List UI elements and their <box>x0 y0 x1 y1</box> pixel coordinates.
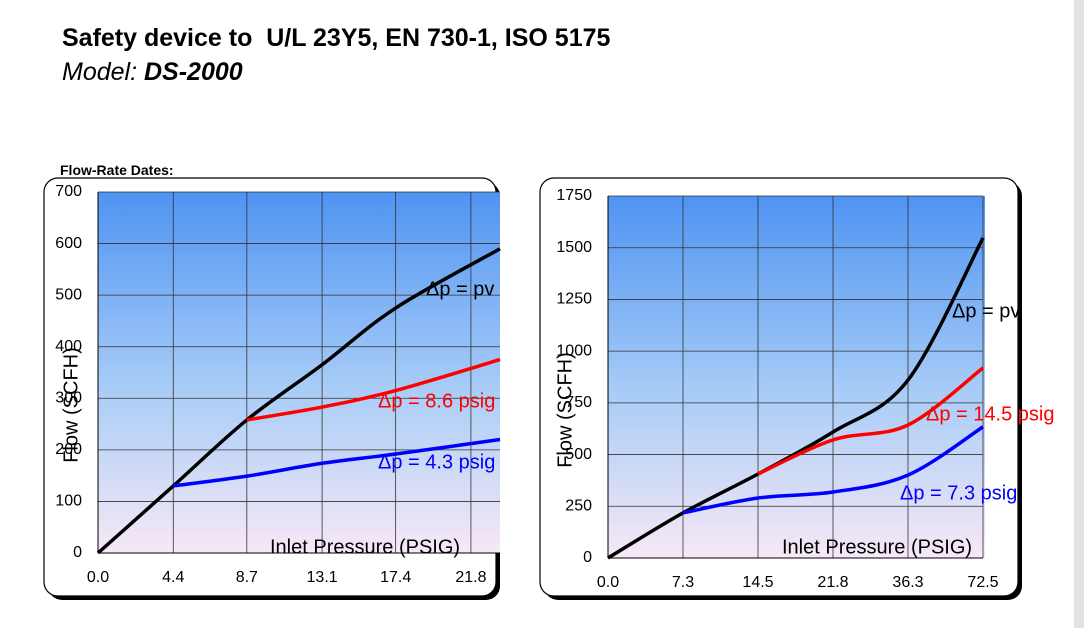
series-line <box>682 425 984 515</box>
x-tick-label: 14.5 <box>742 574 773 591</box>
y-axis-title: Flow (SCFH) <box>554 352 576 468</box>
subtitle-text: Model: <box>62 58 138 86</box>
x-tick-label: 4.4 <box>162 569 184 586</box>
series-label: Δp = pv <box>952 300 1020 322</box>
page-title: Safety device to U/L 23Y5, EN 730-1, ISO… <box>62 24 611 52</box>
x-axis-title: Inlet Pressure (PSIG) <box>782 536 972 558</box>
model-name: DS-2000 <box>144 58 243 86</box>
y-tick-label: 500 <box>565 446 592 463</box>
y-tick-label: 100 <box>55 493 82 510</box>
x-tick-label: 0.0 <box>87 569 109 586</box>
y-tick-label: 1250 <box>556 291 592 308</box>
y-tick-label: 750 <box>565 394 592 411</box>
y-tick-label: 0 <box>73 544 82 561</box>
y-tick-label: 600 <box>55 235 82 252</box>
series-line <box>96 247 501 555</box>
series-line <box>246 357 501 422</box>
series-label: Δp = 4.3 psig <box>378 451 495 473</box>
x-tick-label: 7.3 <box>672 574 694 591</box>
y-tick-label: 500 <box>55 286 82 303</box>
x-tick-label: 8.7 <box>236 569 258 586</box>
y-tick-label: 400 <box>55 338 82 355</box>
series-line <box>607 237 985 560</box>
y-tick-label: 0 <box>583 549 592 566</box>
x-tick-label: 21.8 <box>817 574 848 591</box>
y-tick-label: 1750 <box>556 187 592 204</box>
series-label: Δp = 8.6 psig <box>378 390 495 412</box>
y-tick-label: 700 <box>55 183 82 200</box>
x-tick-label: 21.8 <box>455 569 486 586</box>
x-tick-label: 36.3 <box>892 574 923 591</box>
series-label: Δp = 7.3 psig <box>900 482 1017 504</box>
y-tick-label: 200 <box>55 441 82 458</box>
series-line <box>173 437 501 488</box>
y-tick-label: 1500 <box>556 239 592 256</box>
y-tick-label: 300 <box>55 390 82 407</box>
plot-area <box>608 196 985 558</box>
y-tick-label: 250 <box>565 498 592 515</box>
series-label: Δp = pv <box>426 278 494 300</box>
section-label: Flow-Rate Dates: <box>60 162 174 178</box>
x-tick-label: 17.4 <box>380 569 411 586</box>
y-tick-label: 1000 <box>556 342 592 359</box>
x-tick-label: 13.1 <box>307 569 338 586</box>
x-axis-title: Inlet Pressure (PSIG) <box>270 536 460 558</box>
y-axis-title: Flow (SCFH) <box>60 347 82 463</box>
x-tick-label: 72.5 <box>967 574 998 591</box>
page-subtitle: Model: DS-2000 <box>62 58 243 87</box>
series-label: Δp = 14.5 psig <box>926 403 1054 425</box>
x-tick-label: 0.0 <box>597 574 619 591</box>
page-edge <box>1074 0 1084 628</box>
series-line <box>757 366 985 476</box>
